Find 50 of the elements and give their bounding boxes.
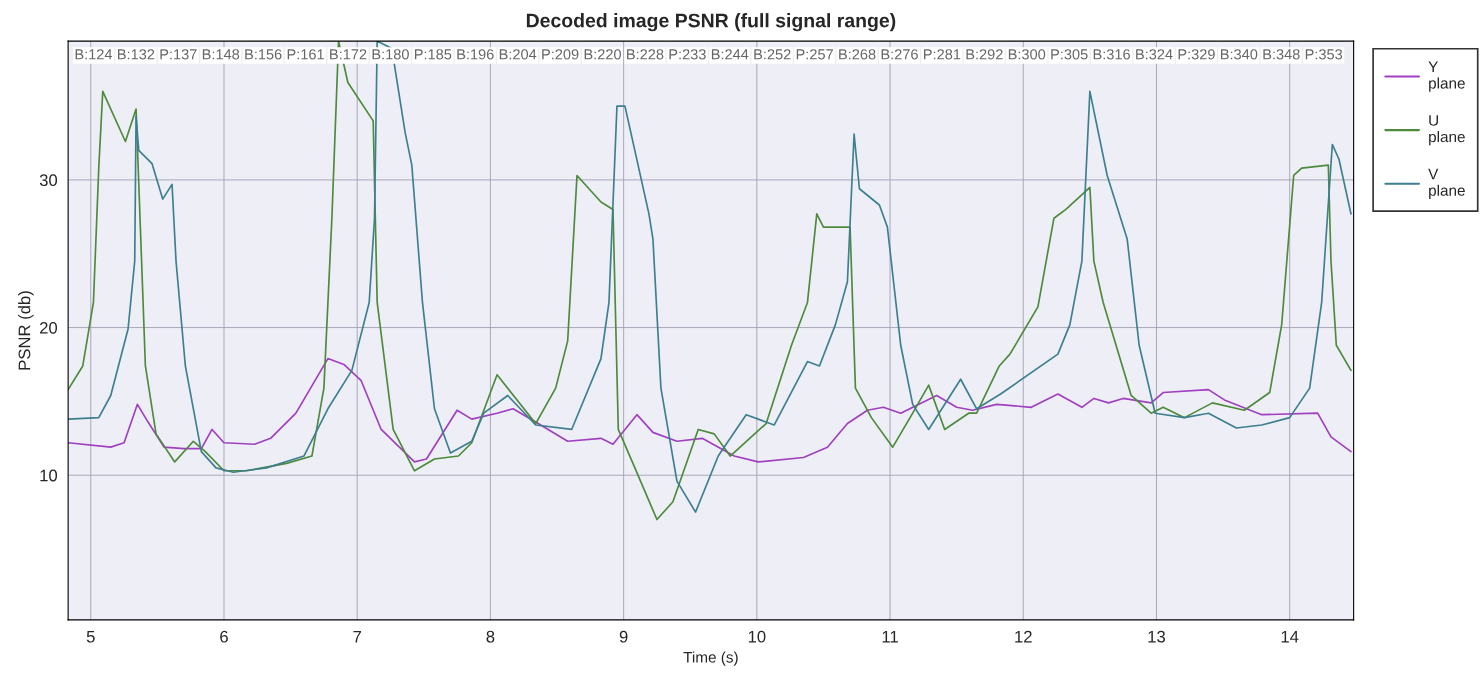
x-tick-label: 11 bbox=[882, 630, 898, 643]
annotation: B:220 bbox=[584, 49, 621, 60]
x-tick-label: 14 bbox=[1281, 630, 1299, 643]
x-tick-label: 12 bbox=[1015, 630, 1032, 643]
x-tick-label: 9 bbox=[619, 630, 628, 643]
annotation: B:156 bbox=[245, 49, 282, 60]
annotation: P:209 bbox=[542, 49, 579, 60]
annotation: B:132 bbox=[118, 49, 155, 60]
annotation: B:180 bbox=[372, 49, 409, 60]
annotation: B:292 bbox=[966, 49, 1003, 60]
annotation: P:281 bbox=[924, 49, 961, 60]
annotation: P:233 bbox=[669, 49, 706, 60]
annotation: B:276 bbox=[881, 49, 918, 60]
y-axis-title: PSNR (db) bbox=[18, 291, 34, 370]
x-tick-label: 6 bbox=[220, 630, 228, 643]
legend-label: V plane bbox=[1428, 168, 1465, 199]
annotation: P:305 bbox=[1051, 49, 1088, 60]
annotation: B:244 bbox=[711, 49, 749, 60]
annotation: B:268 bbox=[839, 49, 876, 60]
x-axis-title: Time (s) bbox=[683, 651, 738, 666]
annotation: B:204 bbox=[499, 49, 537, 60]
y-tick-label: 20 bbox=[40, 321, 58, 334]
x-tick-label: 7 bbox=[353, 630, 361, 643]
annotation: B:124 bbox=[75, 49, 113, 60]
y-tick-label: 10 bbox=[40, 469, 58, 482]
annotation: B:348 bbox=[1263, 49, 1300, 60]
x-tick-label: 5 bbox=[86, 630, 95, 643]
legend-label: U plane bbox=[1429, 115, 1465, 146]
x-tick-label: 8 bbox=[486, 630, 495, 643]
legend-label: Y plane bbox=[1428, 61, 1465, 92]
annotation: B:172 bbox=[330, 49, 367, 60]
annotation: B:228 bbox=[627, 49, 664, 60]
annotation: B:316 bbox=[1093, 49, 1130, 60]
annotation: B:300 bbox=[1008, 49, 1046, 60]
chart-title: Decoded image PSNR (full signal range) bbox=[526, 13, 896, 32]
annotation: P:329 bbox=[1178, 49, 1215, 60]
annotation: B:196 bbox=[457, 49, 494, 60]
annotation: P:353 bbox=[1305, 49, 1343, 60]
y-tick-label: 30 bbox=[39, 174, 58, 187]
annotation: P:257 bbox=[796, 49, 833, 60]
line-series bbox=[68, 357, 1352, 463]
annotation: P:161 bbox=[287, 49, 324, 60]
annotation: B:148 bbox=[202, 49, 240, 60]
x-tick-label: 13 bbox=[1148, 630, 1166, 643]
annotation: B:324 bbox=[1136, 49, 1173, 60]
x-tick-label: 10 bbox=[748, 630, 766, 643]
annotation: B:252 bbox=[754, 49, 791, 60]
annotation: B:340 bbox=[1220, 49, 1258, 60]
annotation: P:185 bbox=[414, 49, 452, 60]
annotation: P:137 bbox=[160, 49, 197, 60]
